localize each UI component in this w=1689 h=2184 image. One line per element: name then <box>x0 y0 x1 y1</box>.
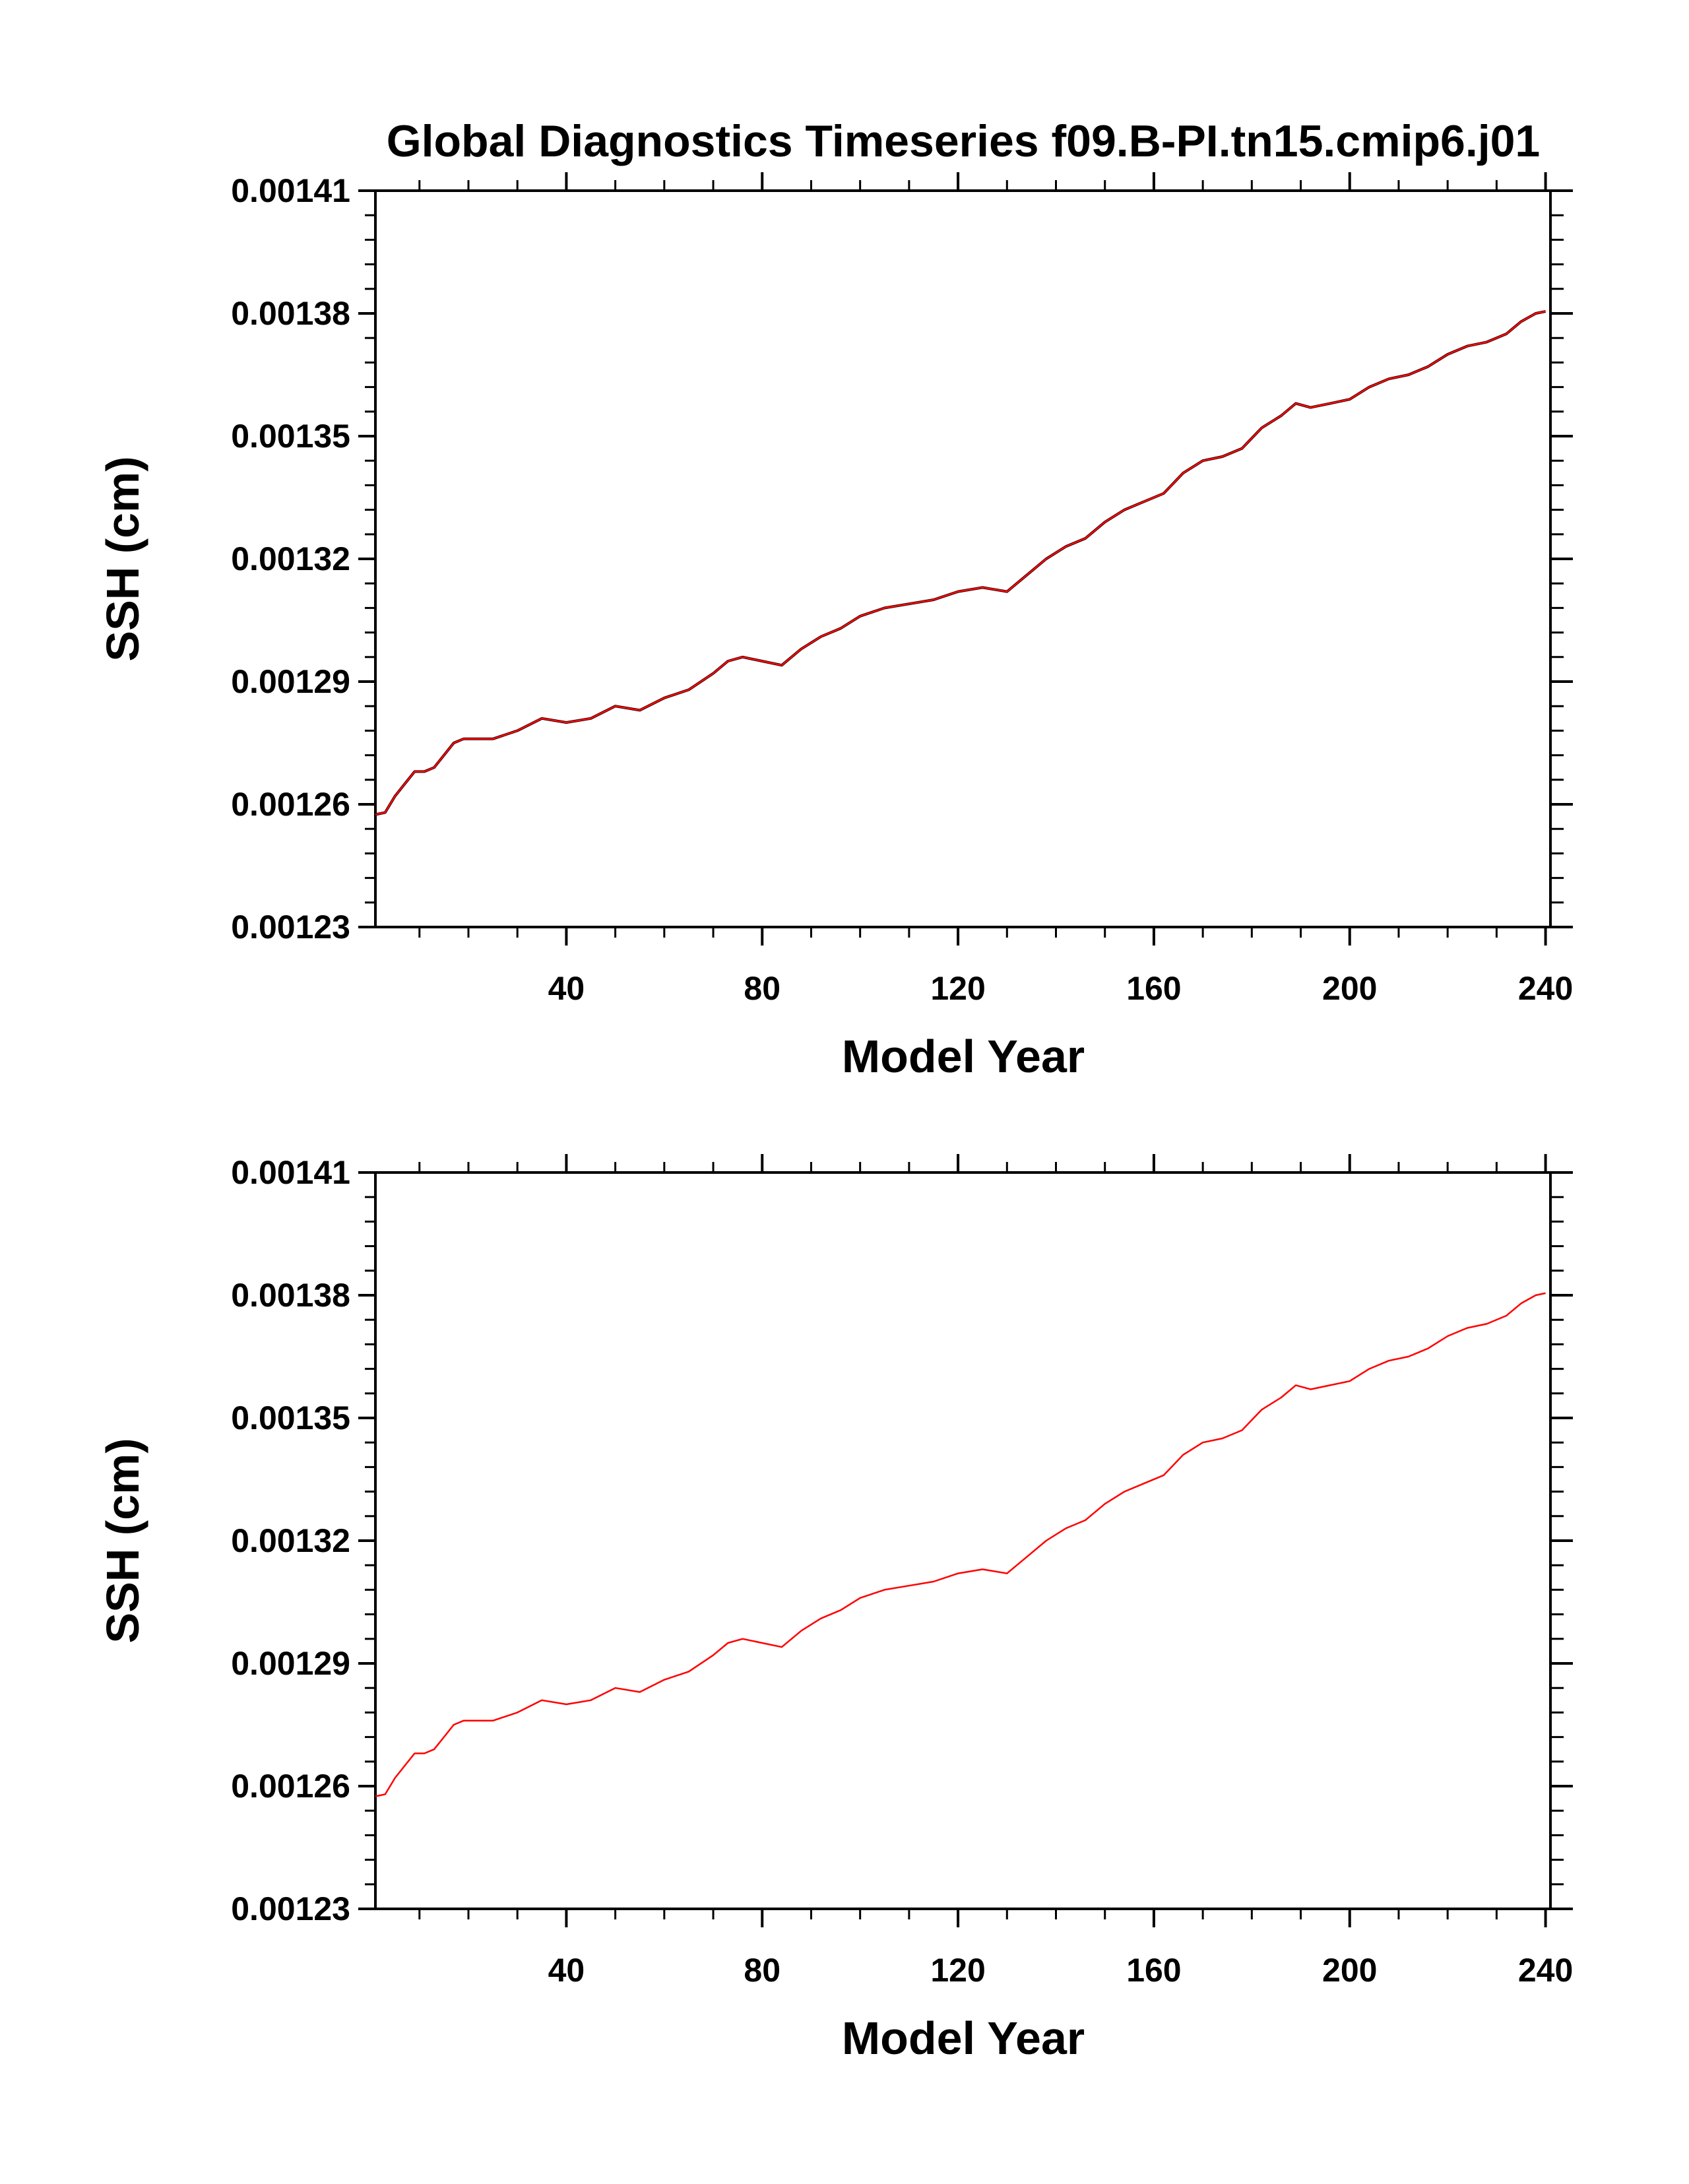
top-y-tick-labels: 0.00123 0.00126 0.00129 0.00132 0.00135 0.001… <box>231 172 350 946</box>
y-tick-label: 0.00135 <box>231 1399 350 1436</box>
y-tick-label: 0.00123 <box>231 1890 350 1927</box>
bottom-y-tick-labels: 0.00123 0.00126 0.00129 0.00132 0.00135 0.001… <box>231 1154 350 1927</box>
x-tick-label: 80 <box>744 970 781 1007</box>
top-plot-frame <box>374 189 1552 928</box>
y-tick-label: 0.00138 <box>231 1277 350 1314</box>
y-tick-label: 0.00126 <box>231 786 350 823</box>
bottom-series <box>375 1292 1546 1797</box>
bottom-y-axis-label: SSH (cm) <box>97 1438 148 1643</box>
bottom-ticks <box>358 1154 1573 1927</box>
x-tick-label: 40 <box>548 970 585 1007</box>
top-panel: 0.00123 0.00126 0.00129 0.00132 0.00135 0.001… <box>97 172 1573 1082</box>
top-x-axis-label: Model Year <box>842 1031 1085 1082</box>
y-tick-label: 0.00135 <box>231 418 350 455</box>
top-y-axis-label: SSH (cm) <box>97 456 148 661</box>
y-tick-label: 0.00132 <box>231 540 350 577</box>
x-tick-label: 80 <box>744 1952 781 1989</box>
bottom-x-axis-label: Model Year <box>842 2012 1085 2064</box>
bottom-plot-frame <box>374 1171 1552 1910</box>
x-tick-label: 120 <box>930 1952 985 1989</box>
x-tick-label: 240 <box>1518 1952 1573 1989</box>
x-tick-label: 160 <box>1126 1952 1181 1989</box>
y-tick-label: 0.00126 <box>231 1768 350 1805</box>
y-tick-label: 0.00132 <box>231 1522 350 1559</box>
x-tick-label: 40 <box>548 1952 585 1989</box>
y-tick-label: 0.00138 <box>231 295 350 332</box>
x-tick-label: 160 <box>1126 970 1181 1007</box>
y-tick-label: 0.00123 <box>231 909 350 946</box>
y-tick-label: 0.00141 <box>231 172 350 209</box>
y-tick-label: 0.00129 <box>231 663 350 700</box>
bottom-x-tick-labels: 40 80 120 160 200 240 <box>548 1952 1574 1989</box>
x-tick-label: 200 <box>1322 970 1377 1007</box>
smoothed-series-line <box>375 310 1546 816</box>
top-series <box>375 309 1546 816</box>
y-tick-label: 0.00141 <box>231 1154 350 1191</box>
top-ticks <box>358 172 1573 946</box>
bottom-panel: 0.00123 0.00126 0.00129 0.00132 0.00135 0.001… <box>97 1154 1573 2064</box>
chart-title: Global Diagnostics Timeseries f09.B-PI.t… <box>387 116 1541 166</box>
y-tick-label: 0.00129 <box>231 1645 350 1682</box>
x-tick-label: 240 <box>1518 970 1573 1007</box>
x-tick-label: 120 <box>930 970 985 1007</box>
smoothed-series-line <box>375 1292 1546 1797</box>
x-tick-label: 200 <box>1322 1952 1377 1989</box>
top-x-tick-labels: 40 80 120 160 200 240 <box>548 970 1574 1007</box>
